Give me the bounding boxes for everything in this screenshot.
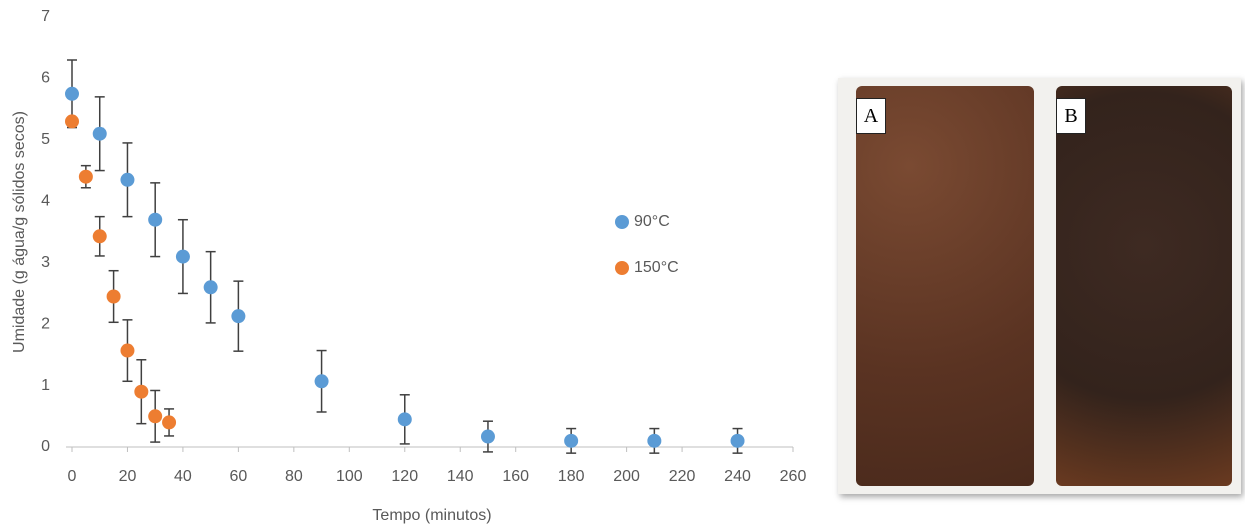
x-tick-label: 20 bbox=[119, 468, 137, 485]
x-tick-label: 260 bbox=[780, 468, 807, 485]
x-axis-label: Tempo (minutos) bbox=[372, 507, 491, 524]
chart: Tempo (minutos) Umidade (g água/g sólido… bbox=[11, 8, 807, 524]
point bbox=[564, 433, 579, 448]
x-tick-label: 60 bbox=[229, 468, 247, 485]
panel-label: A bbox=[856, 98, 886, 134]
point bbox=[231, 309, 246, 324]
point bbox=[65, 114, 79, 129]
x-tick-label: 120 bbox=[391, 468, 418, 485]
point bbox=[148, 409, 163, 424]
point bbox=[106, 289, 121, 304]
x-tick-label: 100 bbox=[336, 468, 363, 485]
x-tick-label: 140 bbox=[447, 468, 474, 485]
x-tick-label: 200 bbox=[613, 468, 640, 485]
point bbox=[203, 280, 218, 295]
point bbox=[65, 86, 79, 101]
y-tick-label: 7 bbox=[41, 8, 50, 25]
y-axis-label: Umidade (g água/g sólidos secos) bbox=[11, 111, 28, 353]
point bbox=[120, 172, 135, 187]
legend-label: 90°C bbox=[634, 213, 670, 230]
point bbox=[162, 415, 177, 430]
photo: A B bbox=[838, 78, 1241, 494]
y-tick-label: 4 bbox=[41, 193, 50, 210]
legend-marker bbox=[615, 261, 629, 275]
photo-panel: A bbox=[856, 86, 1034, 486]
x-tick-label: 220 bbox=[669, 468, 696, 485]
panel-label: B bbox=[1056, 98, 1086, 134]
y-tick-label: 3 bbox=[41, 254, 50, 271]
point bbox=[148, 212, 163, 227]
point bbox=[175, 249, 190, 264]
y-tick-label: 0 bbox=[41, 438, 50, 455]
point bbox=[730, 433, 745, 448]
point bbox=[480, 429, 495, 444]
x-tick-label: 40 bbox=[174, 468, 192, 485]
legend-marker bbox=[615, 215, 629, 229]
photo-panel: B bbox=[1056, 86, 1232, 486]
point bbox=[78, 169, 93, 184]
point bbox=[397, 412, 412, 427]
y-tick-label: 1 bbox=[41, 377, 50, 394]
y-tick-label: 6 bbox=[41, 70, 50, 87]
y-tick-label: 5 bbox=[41, 131, 50, 148]
point bbox=[647, 433, 662, 448]
x-tick-label: 0 bbox=[68, 468, 77, 485]
point bbox=[134, 384, 149, 399]
point bbox=[314, 374, 329, 389]
x-tick-label: 80 bbox=[285, 468, 303, 485]
x-tick-label: 240 bbox=[724, 468, 751, 485]
x-tick-label: 160 bbox=[502, 468, 529, 485]
point bbox=[120, 343, 135, 358]
legend-label: 150°C bbox=[634, 259, 679, 276]
point bbox=[92, 126, 107, 141]
y-tick-label: 2 bbox=[41, 315, 50, 332]
point bbox=[92, 229, 107, 244]
x-tick-label: 180 bbox=[558, 468, 585, 485]
